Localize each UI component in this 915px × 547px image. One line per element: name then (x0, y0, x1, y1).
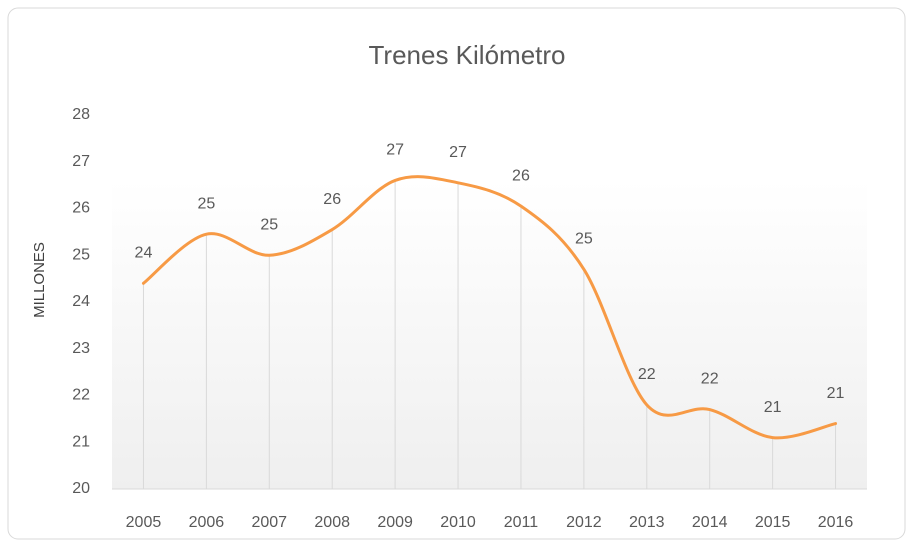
y-axis-label: MILLONES (31, 242, 48, 318)
y-tick-label: 21 (72, 433, 90, 450)
x-tick-label: 2014 (692, 514, 728, 531)
y-tick-label: 28 (72, 106, 90, 123)
y-tick-label: 26 (72, 200, 90, 217)
x-tick-label: 2010 (440, 514, 476, 531)
x-tick-label: 2008 (314, 514, 350, 531)
value-label: 21 (764, 399, 782, 416)
x-tick-label: 2012 (566, 514, 602, 531)
value-label: 22 (638, 366, 656, 383)
value-label: 25 (197, 195, 215, 212)
y-tick-label: 27 (72, 153, 90, 170)
x-tick-label: 2015 (755, 514, 791, 531)
value-label: 22 (701, 371, 719, 388)
value-label: 25 (260, 216, 278, 233)
x-tick-label: 2016 (818, 514, 854, 531)
plot-background (112, 180, 867, 489)
x-tick-label: 2006 (189, 514, 225, 531)
chart-title: Trenes Kilómetro (369, 40, 566, 70)
data-line (141, 175, 838, 440)
x-tick-label: 2013 (629, 514, 665, 531)
y-tick-label: 20 (72, 480, 90, 497)
y-tick-label: 25 (72, 246, 90, 263)
value-label: 27 (386, 142, 404, 159)
value-label: 26 (323, 191, 341, 208)
x-tick-label: 2005 (126, 514, 162, 531)
y-tick-label: 23 (72, 340, 90, 357)
x-tick-label: 2007 (251, 514, 287, 531)
x-tick-label: 2009 (377, 514, 413, 531)
y-tick-label: 24 (72, 293, 90, 310)
x-tick-label: 2011 (504, 514, 539, 531)
y-tick-label: 22 (72, 387, 90, 404)
value-label: 25 (575, 230, 593, 247)
value-label: 24 (135, 245, 153, 262)
value-label: 21 (827, 385, 845, 402)
value-label: 27 (449, 144, 467, 161)
value-label: 26 (512, 167, 530, 184)
